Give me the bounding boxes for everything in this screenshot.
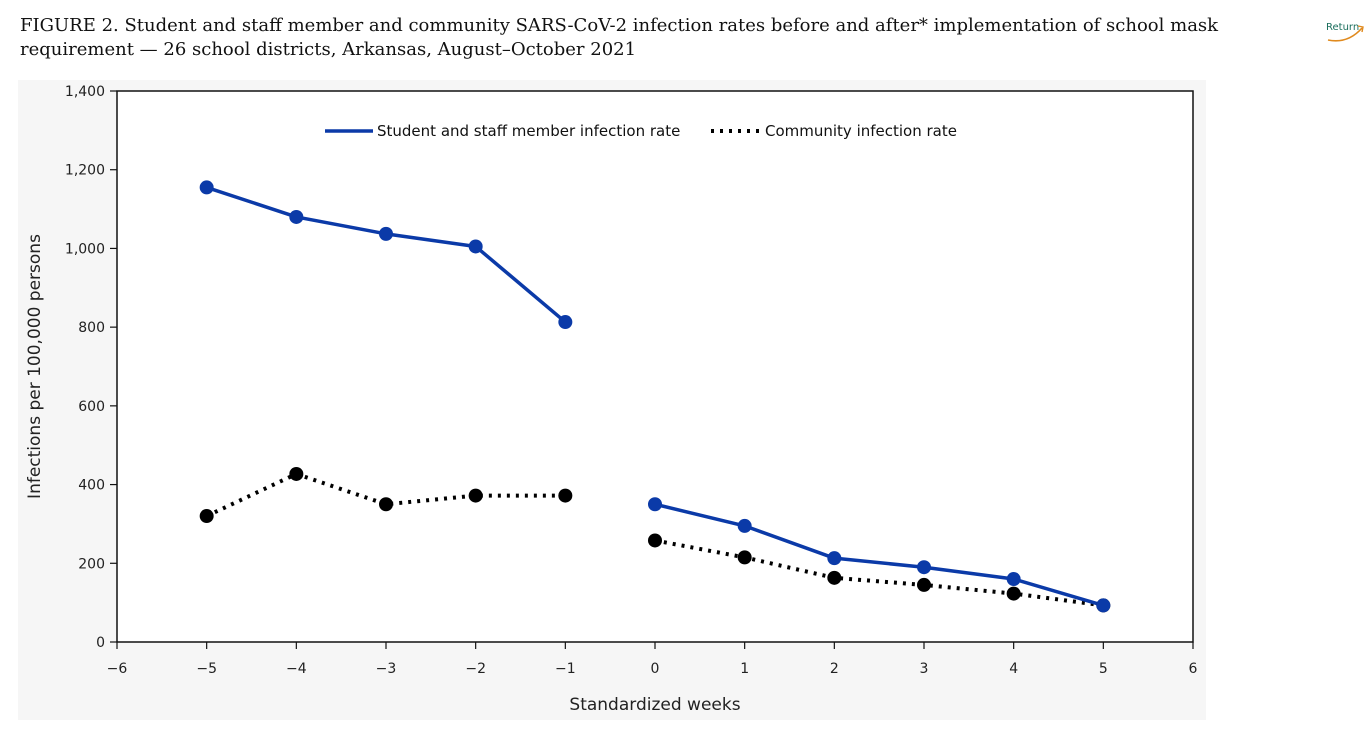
x-axis-label: Standardized weeks — [569, 695, 740, 715]
y-tick-label: 1,000 — [65, 241, 105, 257]
y-tick-label: 0 — [96, 635, 105, 651]
series-layer — [199, 180, 1111, 613]
x-tick-label: 4 — [1009, 661, 1018, 677]
x-tick-label: −4 — [286, 661, 307, 677]
y-tick-label: 1,400 — [65, 84, 105, 100]
y-tick-label: 600 — [78, 399, 105, 415]
student-staff-rate-point — [379, 226, 393, 241]
legend-label-community: Community infection rate — [765, 122, 957, 140]
legend-label-student-staff: Student and staff member infection rate — [377, 122, 680, 140]
student-staff-rate-point — [289, 209, 304, 224]
community-rate-point — [827, 570, 842, 585]
figure-title: FIGURE 2. Student and staff member and c… — [20, 15, 1219, 60]
x-tick-label: −2 — [465, 661, 486, 677]
student-staff-rate-point — [648, 497, 662, 512]
x-tick-label: −3 — [376, 661, 397, 677]
legend: Student and staff member infection rate C… — [325, 122, 957, 140]
x-tick-label: 5 — [1099, 661, 1108, 677]
line-chart: −6 −5 −4 −3 −2 −1 0 1 2 3 4 5 6 0 200 400 600 800 1,000 1,… — [25, 84, 1198, 715]
community-rate-point — [648, 533, 662, 548]
plot-area-frame — [116, 90, 1194, 643]
x-tick-label: −5 — [196, 661, 217, 677]
community-rate-point — [737, 550, 752, 565]
return-label: Return — [1326, 22, 1360, 33]
community-rate-point — [289, 466, 304, 481]
student-staff-rate-point — [199, 180, 214, 195]
community-rate-point — [199, 509, 214, 524]
x-tick-label: −1 — [555, 661, 576, 677]
y-tick-label: 800 — [78, 320, 105, 336]
student-staff-rate-point — [1096, 598, 1111, 613]
return-link[interactable]: Return — [1322, 20, 1365, 44]
student-staff-rate-line — [654, 502, 1104, 608]
community-rate-point — [917, 577, 931, 592]
community-rate-point — [558, 488, 573, 503]
chart-panel: −6 −5 −4 −3 −2 −1 0 1 2 3 4 5 6 0 200 400 600 800 1,000 1,… — [18, 80, 1206, 720]
x-axis: −6 −5 −4 −3 −2 −1 0 1 2 3 4 5 6 — [107, 642, 1198, 677]
student-staff-rate-point — [468, 239, 483, 254]
x-tick-label: 3 — [920, 661, 929, 677]
y-axis: 0 200 400 600 800 1,000 1,200 1,400 — [65, 84, 117, 651]
community-rate-point — [468, 488, 483, 503]
community-rate-point — [379, 497, 393, 512]
student-staff-rate-point — [827, 551, 842, 566]
y-tick-label: 200 — [78, 556, 105, 572]
student-staff-rate-point — [737, 518, 752, 533]
x-tick-label: −6 — [107, 661, 128, 677]
x-tick-label: 1 — [740, 661, 749, 677]
x-tick-label: 2 — [830, 661, 839, 677]
y-tick-label: 400 — [78, 478, 105, 494]
y-tick-label: 1,200 — [65, 163, 105, 179]
community-rate-point — [1006, 586, 1021, 601]
student-staff-rate-point — [558, 315, 573, 330]
y-axis-label: Infections per 100,000 persons — [25, 234, 45, 499]
curved-arrow-icon — [1327, 25, 1364, 42]
community-rate-line — [654, 538, 1104, 608]
student-staff-rate-point — [917, 560, 931, 575]
x-tick-label: 0 — [651, 661, 660, 677]
x-tick-label: 6 — [1189, 661, 1198, 677]
student-staff-rate-point — [1006, 572, 1021, 587]
